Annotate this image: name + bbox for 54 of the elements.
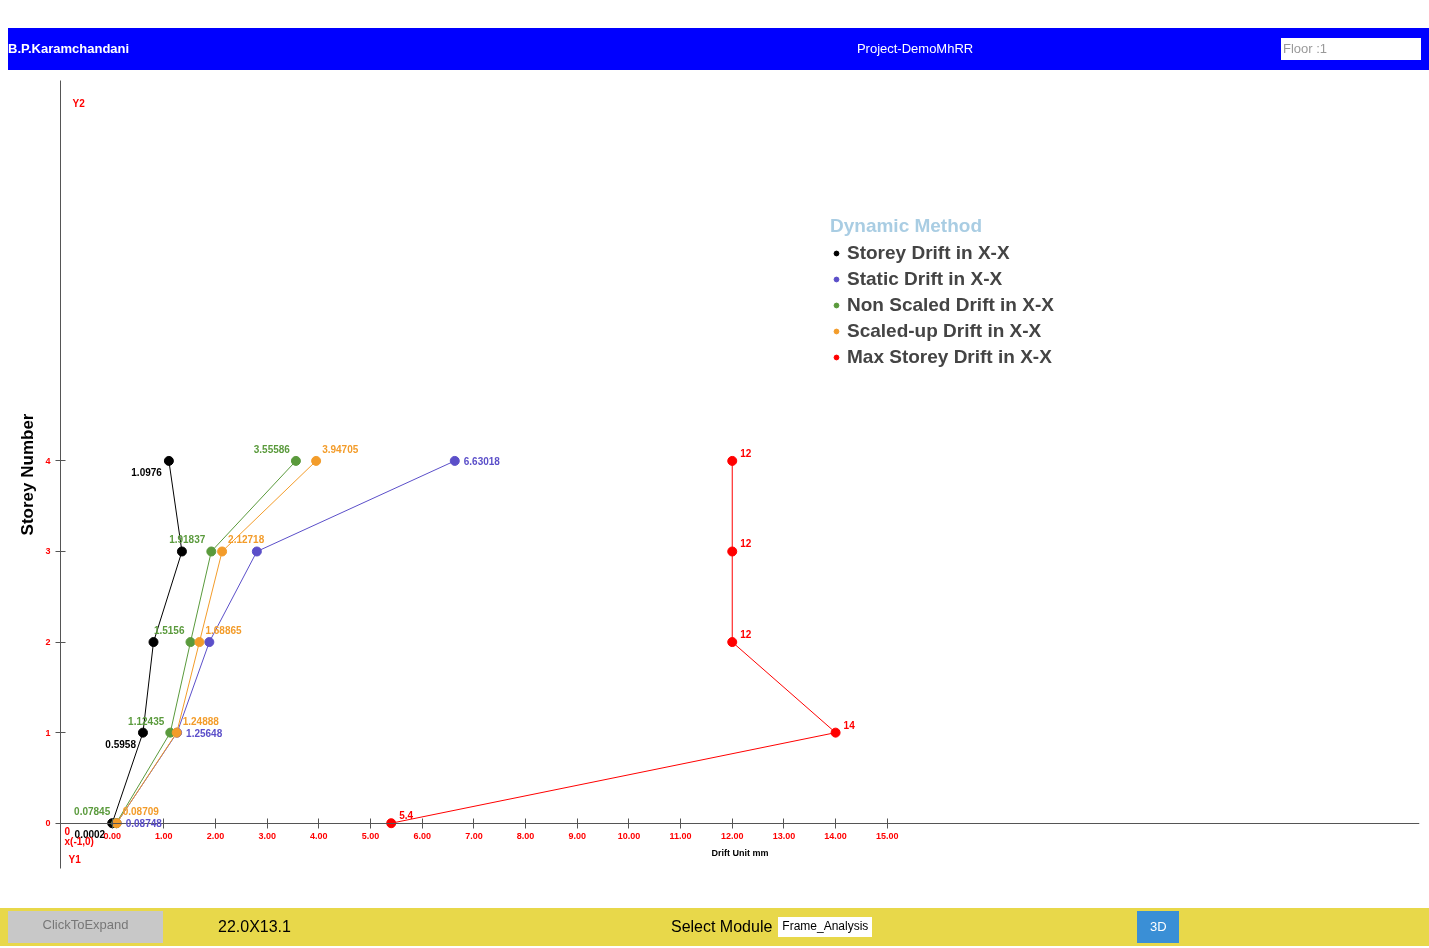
annotation: 0 <box>64 826 71 838</box>
data-label: 1.0976 <box>131 466 163 478</box>
data-label: 12 <box>740 538 752 550</box>
data-label: 1.25648 <box>186 727 223 739</box>
text: B.P.Karamchandani <box>8 39 130 58</box>
data-label: 5.4 <box>399 810 414 822</box>
data-label: 3.55586 <box>253 443 291 455</box>
x-tick-label: 4.00 <box>310 831 328 842</box>
legend-label: Non Scaled Drift in X-X <box>847 294 1054 316</box>
x-tick-label: 6.00 <box>413 831 431 842</box>
text: Frame_Analysis <box>778 917 873 937</box>
legend-label: Max Storey Drift in X-X <box>847 346 1052 368</box>
annotation: Y1 <box>68 853 82 865</box>
x-tick-label: 3.00 <box>258 831 276 842</box>
data-label: 12 <box>740 629 752 641</box>
x-tick-label: 5.00 <box>361 831 380 842</box>
text: Select Module <box>670 916 773 937</box>
x-tick-label: 10.00 <box>617 831 641 842</box>
x-tick-label: 14.00 <box>824 831 847 842</box>
x-tick-label: 15.00 <box>876 831 899 842</box>
x-tick-label: 13.00 <box>772 831 796 842</box>
y-tick-label: 4 <box>45 455 51 466</box>
y-tick-label: 1 <box>45 727 51 738</box>
y-tick-label: 0 <box>45 818 51 829</box>
x-tick-label: 7.00 <box>465 831 483 842</box>
legend-title: Dynamic Method <box>830 215 984 237</box>
legend-label: Scaled-up Drift in X-X <box>847 320 1042 342</box>
x-axis-title: Drift Unit mm <box>711 847 769 858</box>
data-label: 0.5958 <box>105 738 137 750</box>
text: 22.0X13.1 <box>218 916 291 937</box>
legend-label: Static Drift in X-X <box>847 268 1003 290</box>
text: Floor :1 <box>1280 37 1421 61</box>
data-label: 6.63018 <box>463 455 501 467</box>
text: 3D <box>1137 911 1180 943</box>
y-tick-label: 2 <box>45 637 51 648</box>
data-label: 12 <box>740 447 752 459</box>
x-tick-label: 11.00 <box>669 831 692 842</box>
text: ClickToExpand <box>8 911 163 943</box>
x-tick-label: 1.00 <box>155 831 173 842</box>
data-label: 0.08709 <box>122 806 160 818</box>
y-tick-label: 3 <box>45 546 51 557</box>
x-tick-label: 2.00 <box>206 831 225 842</box>
data-label: 1.24888 <box>182 715 220 727</box>
text: Project-DemoMhRR <box>856 39 974 58</box>
data-label: 1.68865 <box>205 625 243 637</box>
annotation: Y2 <box>72 97 86 109</box>
y-axis-title: Storey Number <box>18 413 38 536</box>
data-label: 3.94705 <box>322 443 359 455</box>
data-label: 0.07845 <box>74 806 111 818</box>
x-tick-label: 12.00 <box>720 831 744 842</box>
x-tick-label: 8.00 <box>516 831 535 842</box>
x-tick-label: 9.00 <box>568 831 586 842</box>
data-label: 14 <box>843 719 856 731</box>
legend-label: Storey Drift in X-X <box>847 242 1010 264</box>
